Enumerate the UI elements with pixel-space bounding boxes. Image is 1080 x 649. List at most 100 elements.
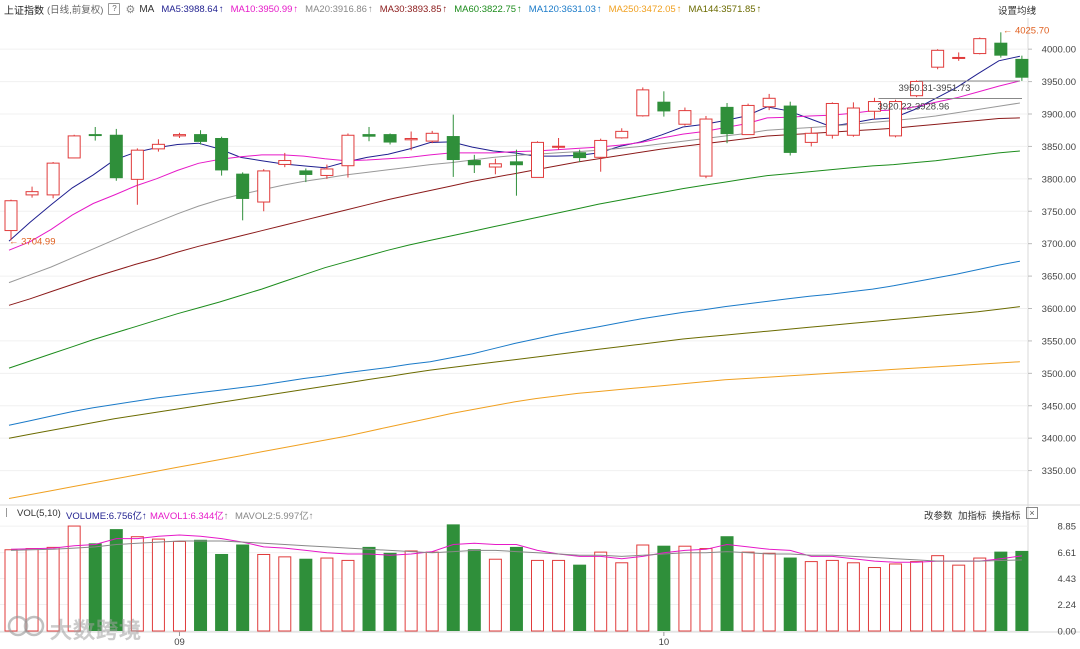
ma-indicator-4[interactable]: MA60:3822.75↑	[454, 4, 522, 15]
volume-bar-up	[257, 553, 271, 632]
candle	[973, 37, 987, 55]
price-tick-label: 4000.00	[1042, 45, 1076, 56]
adjust-mode[interactable]: (日线,前复权)	[47, 5, 104, 16]
volume-tick-label: 6.61	[1058, 548, 1077, 559]
candle-body-down	[194, 134, 208, 142]
candle-body-up	[25, 191, 39, 196]
candle-body-up	[636, 89, 650, 117]
volume-bar-up	[615, 562, 629, 632]
candle	[362, 126, 376, 142]
mavol1-text: MAVOL1:6.344亿	[150, 511, 224, 522]
volume-bar-up	[867, 567, 881, 632]
volume-bar-up	[130, 536, 144, 632]
change-params-button[interactable]: 改参数	[924, 511, 953, 522]
mavol2-arrow: ↑	[308, 511, 314, 522]
volume-bar-up	[67, 525, 81, 632]
volume-bar-up	[594, 551, 608, 632]
candle	[172, 132, 186, 138]
volume-bar-up	[889, 563, 903, 632]
date-tick-label: 09	[174, 637, 185, 648]
candle	[825, 102, 839, 139]
candle	[889, 99, 903, 138]
volume-arrow: ↑	[142, 511, 147, 522]
date-tick-label: 10	[659, 637, 670, 648]
volume-ma-mavol2	[10, 540, 1022, 562]
volume-bar-up	[404, 550, 418, 632]
price-tick-label: 3400.00	[1042, 434, 1076, 445]
candle	[151, 139, 165, 152]
candle-body-down	[573, 152, 587, 159]
candle-body-down	[994, 42, 1008, 56]
candle-body-up	[531, 141, 544, 178]
candle	[846, 102, 860, 137]
ma-indicator-2[interactable]: MA20:3916.86↑	[305, 4, 373, 15]
ma-indicator-arrow: ↑	[676, 3, 682, 15]
add-indicator-button[interactable]: 加指标	[958, 511, 987, 522]
volume-bar-down	[720, 536, 734, 631]
ma-indicator-6[interactable]: MA250:3472.05↑	[609, 4, 682, 15]
candle	[299, 168, 313, 183]
price-annotations: ← 4025.70 ← 3704.99 3950.31-3951.73 3920.22…	[9, 25, 1049, 247]
price-tick-label: 3750.00	[1042, 207, 1076, 218]
candle	[867, 97, 881, 120]
candle	[1015, 55, 1029, 81]
chevron-down-icon[interactable]: ▾	[1032, 6, 1036, 13]
ma-indicator-0[interactable]: MA5:3988.64↑	[161, 4, 223, 15]
candle-body-up	[172, 134, 186, 137]
ma-indicator-label: MA10:3950.99	[230, 3, 293, 15]
ma-settings-button[interactable]: 设置均线	[997, 6, 1036, 17]
volume-bar-down	[194, 539, 208, 631]
candle-body-up	[825, 102, 839, 136]
price-tick-label: 3350.00	[1042, 466, 1076, 477]
volume-bar-down	[446, 524, 460, 631]
high-price-label: ← 4025.70	[1003, 25, 1049, 36]
candle	[762, 93, 776, 111]
ma-toolbar: 上证指数 (日线,前复权) ? ⚙ MA MA5:3988.64↑ MA10:39…	[0, 0, 1080, 18]
volume-bars	[4, 524, 1029, 632]
candle-body-up	[341, 134, 355, 167]
mavol2-text: MAVOL2:5.997亿	[235, 511, 309, 522]
volume-bar-up	[172, 540, 186, 632]
close-icon[interactable]: ×	[1026, 507, 1038, 519]
mavol2-value: MAVOL2:5.997亿↑	[235, 508, 314, 522]
ma-indicator-5[interactable]: MA120:3631.03↑	[529, 4, 602, 15]
candle-body-up	[741, 104, 755, 136]
switch-indicator-button[interactable]: 换指标	[992, 511, 1021, 522]
volume-tick-label: 2.24	[1058, 600, 1077, 611]
ma-indicator-arrow: ↑	[293, 3, 299, 15]
gear-icon[interactable]: ⚙	[125, 3, 136, 16]
help-icon[interactable]	[6, 508, 14, 517]
ma-line-ma60	[8, 150, 1020, 369]
ma-indicator-label: MA5:3988.64	[161, 3, 218, 15]
candle-body-up	[67, 135, 81, 159]
volume-bar-down	[657, 545, 671, 631]
ma-label: MA	[139, 3, 155, 15]
candle-body-up	[552, 145, 566, 148]
help-icon[interactable]: ?	[108, 3, 121, 15]
candle	[130, 148, 144, 205]
candle-body-up	[804, 132, 818, 143]
price-axis: 4000.00 3950.00 3900.00 3850.00 3800.00 3750.…	[1028, 45, 1076, 477]
candle	[320, 164, 334, 179]
ma-indicator-arrow: ↑	[218, 3, 224, 15]
volume-bar-down	[467, 549, 481, 631]
ma-indicator-arrow: ↑	[442, 3, 448, 15]
volume-bar-up	[931, 555, 945, 632]
candle	[804, 127, 818, 147]
candle	[404, 131, 418, 151]
ma-indicator-7[interactable]: MA144:3571.85↑	[688, 4, 761, 15]
candle-body-up	[130, 149, 144, 180]
candle	[678, 107, 692, 126]
volume-bar-down	[509, 546, 523, 631]
ma-line-ma250	[8, 361, 1020, 499]
ma-indicator-1[interactable]: MA10:3950.99↑	[231, 4, 299, 15]
ma-indicator-3[interactable]: MA30:3893.85↑	[380, 4, 448, 15]
candle-body-down	[467, 160, 481, 166]
volume-value: VOLUME:6.756亿↑	[66, 508, 147, 522]
ma-indicator-arrow: ↑	[596, 3, 602, 15]
ma-line-ma120	[8, 260, 1020, 426]
candle-body-up	[762, 97, 776, 108]
candle	[931, 49, 945, 70]
